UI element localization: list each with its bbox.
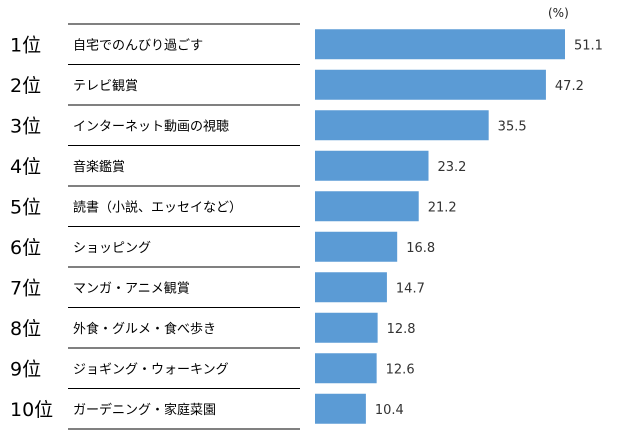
bar (315, 110, 489, 141)
data-label: 21.2 (428, 200, 457, 215)
data-label: 23.2 (438, 160, 467, 175)
category-label: マンガ・アニメ観賞 (73, 281, 190, 296)
rank-label: 1位 (10, 34, 41, 56)
rank-label: 5位 (10, 196, 41, 218)
category-label: ジョギング・ウォーキング (73, 362, 229, 377)
rank-label: 2位 (10, 75, 41, 97)
rank-label: 8位 (10, 318, 41, 340)
bar (315, 150, 429, 181)
category-label: ショッピング (73, 241, 151, 256)
category-label: 自宅でのんびり過ごす (73, 37, 203, 53)
rank-label: 6位 (10, 237, 41, 259)
data-label: 12.8 (387, 322, 416, 337)
bar (315, 29, 565, 60)
category-label: 音楽鑑賞 (73, 159, 125, 175)
bar (315, 393, 366, 424)
bar (315, 69, 546, 100)
rank-label: 4位 (10, 156, 41, 178)
data-label: 14.7 (396, 281, 425, 296)
bar (315, 272, 387, 303)
rank-label: 10位 (10, 399, 53, 421)
data-label: 12.6 (386, 362, 415, 377)
bar (315, 191, 419, 222)
category-label: テレビ観賞 (73, 79, 138, 94)
data-label: 51.1 (574, 38, 603, 53)
category-label: ガーデニング・家庭菜園 (73, 402, 216, 418)
bar (315, 231, 398, 262)
rank-label: 9位 (10, 358, 41, 380)
unit-label: (%) (548, 6, 569, 20)
bar (315, 312, 378, 343)
data-label: 10.4 (375, 403, 404, 418)
category-label: インターネット動画の視聴 (73, 119, 229, 134)
category-label: 外食・グルメ・食べ歩き (73, 321, 216, 337)
rank-label: 3位 (10, 115, 41, 137)
rank-label: 7位 (10, 277, 41, 299)
category-label: 読書（小説、エッセイなど） (73, 199, 242, 215)
bar (315, 353, 377, 384)
data-label: 47.2 (555, 79, 584, 94)
data-label: 35.5 (498, 119, 527, 134)
data-label: 16.8 (406, 241, 435, 256)
